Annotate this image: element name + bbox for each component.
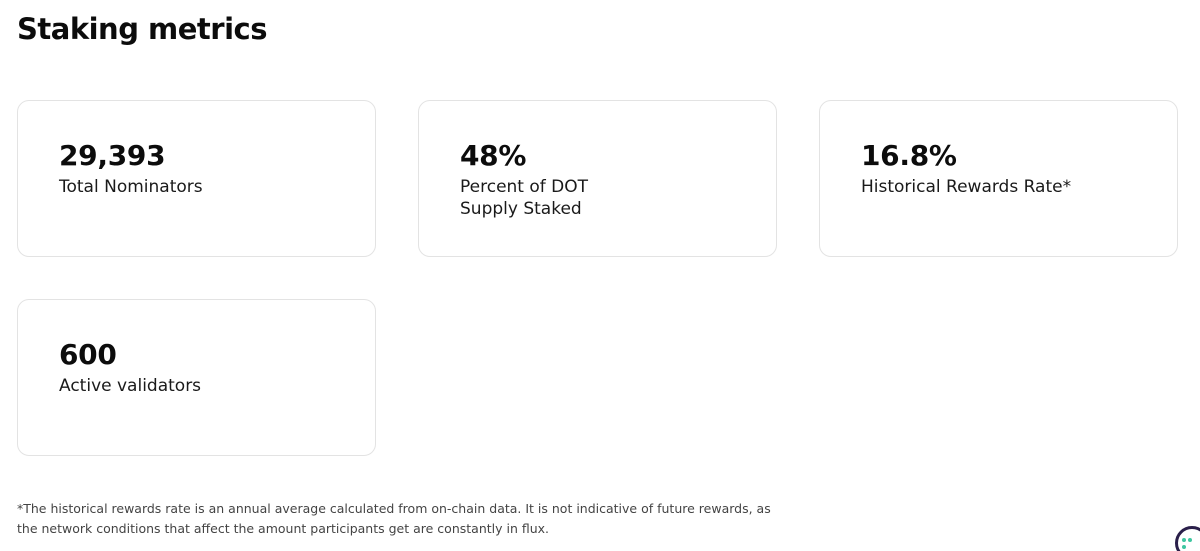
page-title: Staking metrics [17, 12, 268, 46]
metric-label: Total Nominators [59, 177, 203, 197]
chat-help-icon[interactable] [1175, 526, 1200, 551]
metric-value: 16.8% [861, 139, 957, 172]
metric-card-total-nominators: 29,393 Total Nominators [17, 100, 376, 257]
metric-label: Historical Rewards Rate* [861, 177, 1072, 197]
widget-dot [1182, 545, 1186, 549]
metric-card-rewards-rate: 16.8% Historical Rewards Rate* [819, 100, 1178, 257]
metric-value: 29,393 [59, 139, 166, 172]
metric-value: 48% [460, 139, 527, 172]
widget-dot [1188, 538, 1192, 542]
metric-card-active-validators: 600 Active validators [17, 299, 376, 456]
metric-label: Active validators [59, 376, 202, 396]
metric-value: 600 [59, 338, 117, 371]
metric-label: Percent of DOT Supply Staked [460, 177, 589, 219]
metric-card-percent-staked: 48% Percent of DOT Supply Staked [418, 100, 777, 257]
rewards-rate-footnote: *The historical rewards rate is an annua… [17, 501, 771, 536]
widget-dot [1182, 538, 1186, 542]
